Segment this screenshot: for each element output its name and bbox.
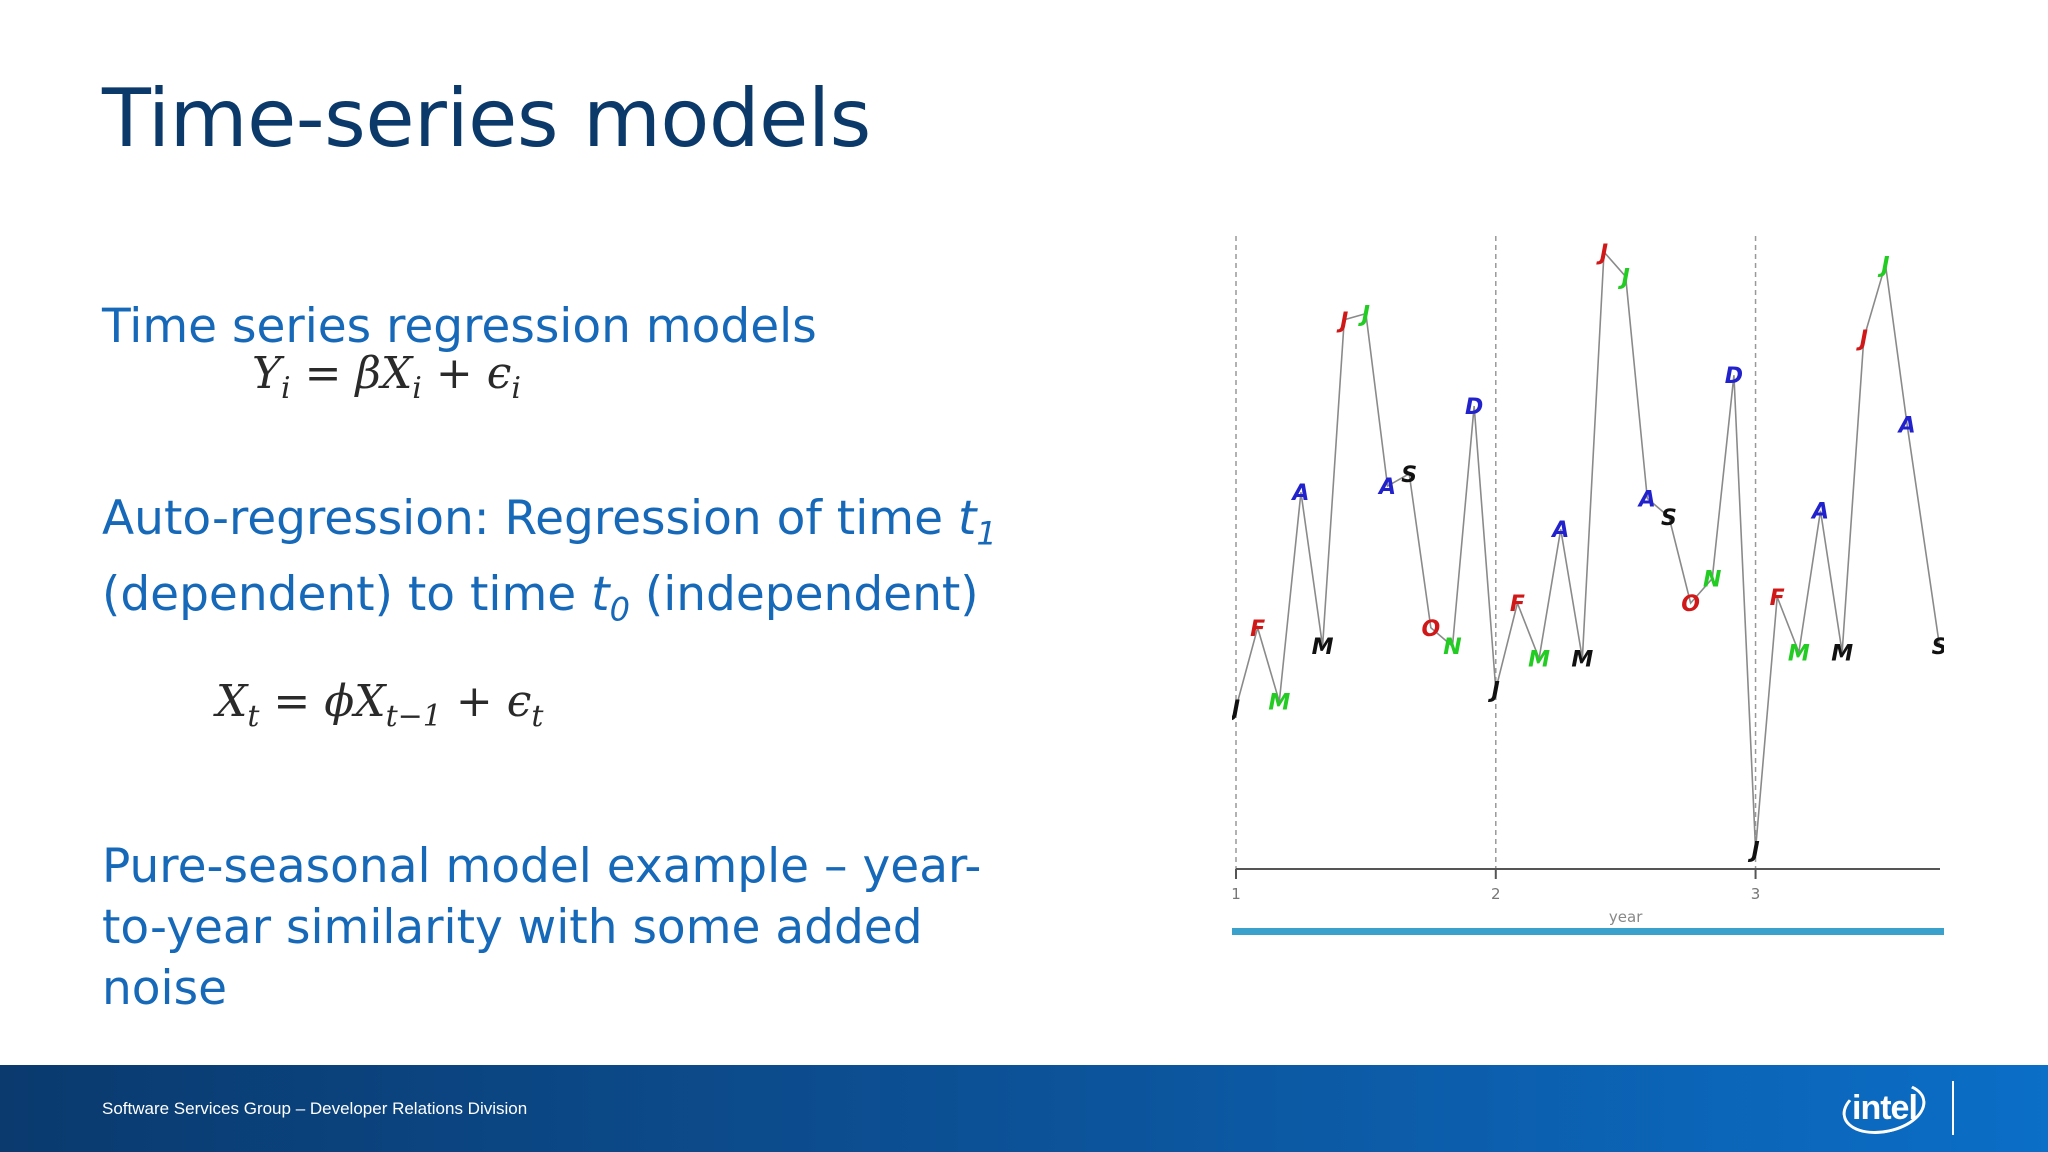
point-label-8: S <box>1401 463 1417 488</box>
x-tick-label-2: 2 <box>1491 885 1501 903</box>
intel-logo-text: intel <box>1852 1089 1918 1127</box>
point-label-7: A <box>1377 475 1396 500</box>
point-label-25: F <box>1770 586 1785 611</box>
chart-accent-rule <box>1232 928 1944 935</box>
point-label-10: N <box>1443 635 1461 660</box>
point-label-6: J <box>1358 303 1370 328</box>
point-label-9: O <box>1421 617 1440 642</box>
point-label-32: S <box>1932 635 1944 660</box>
point-label-13: F <box>1510 592 1525 617</box>
bullet-regression-models: Time series regression models <box>102 299 817 354</box>
x-axis-label: year <box>1609 908 1643 926</box>
point-label-16: M <box>1571 648 1593 673</box>
point-label-22: N <box>1703 567 1721 592</box>
point-label-5: J <box>1336 309 1348 334</box>
point-label-17: J <box>1596 241 1608 266</box>
footer-text: Software Services Group – Developer Rela… <box>102 1099 528 1118</box>
footer-divider <box>1952 1081 1954 1135</box>
bullet-auto-regression: Auto-regression: Regression of time t1 (d… <box>102 491 997 629</box>
point-label-27: A <box>1810 500 1829 525</box>
point-label-12: J <box>1488 678 1500 703</box>
point-label-31: A <box>1897 413 1916 438</box>
point-label-15: A <box>1550 518 1569 543</box>
point-label-21: O <box>1681 592 1700 617</box>
series-line <box>1235 249 1941 850</box>
point-label-4: M <box>1312 635 1334 660</box>
point-label-20: S <box>1661 506 1677 531</box>
footer-bar: Software Services Group – Developer Rela… <box>0 1065 2048 1152</box>
point-label-24: J <box>1747 839 1759 864</box>
point-label-19: A <box>1637 487 1656 512</box>
x-tick-label-1: 1 <box>1232 885 1241 903</box>
point-label-23: D <box>1725 364 1743 389</box>
point-label-11: D <box>1465 395 1483 420</box>
equation-autoregression: Xt = ϕXt−1 + ϵt <box>216 676 544 734</box>
point-label-29: J <box>1856 327 1868 352</box>
bullet-seasonal-model: Pure-seasonal model example – year-to-ye… <box>102 839 982 1016</box>
point-label-18: J <box>1618 266 1630 291</box>
point-label-1: F <box>1250 617 1265 642</box>
point-label-0: J <box>1232 697 1240 722</box>
x-tick-label-3: 3 <box>1751 885 1761 903</box>
point-label-30: J <box>1877 253 1889 278</box>
point-label-28: M <box>1831 641 1853 666</box>
point-label-14: M <box>1528 648 1550 673</box>
slide-title: Time-series models <box>102 72 871 165</box>
point-label-2: M <box>1268 691 1290 716</box>
point-label-26: M <box>1788 641 1810 666</box>
equation-regression: Yi = βXi + ϵi <box>252 348 521 406</box>
point-label-3: A <box>1290 481 1309 506</box>
